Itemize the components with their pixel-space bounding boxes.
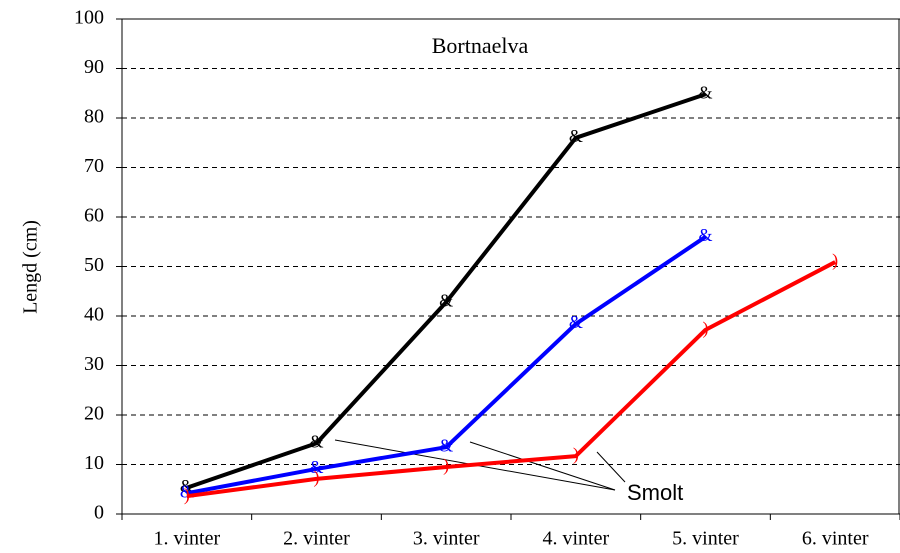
y-tick-label: 60: [84, 205, 104, 227]
point-marker: ): [573, 444, 579, 465]
point-marker: ): [314, 467, 320, 488]
x-tick-label: 6. vinter: [802, 528, 869, 550]
y-axis-label: Lengd (cm): [20, 220, 42, 314]
y-tick-label: 50: [84, 254, 104, 276]
point-marker: &: [439, 290, 453, 310]
x-tick-label: 4. vinter: [543, 528, 610, 550]
point-marker: &: [309, 457, 323, 477]
y-tick-label: 80: [84, 106, 104, 128]
y-tick-label: 70: [84, 155, 104, 177]
series-line: [186, 260, 837, 499]
point-marker: &: [569, 126, 583, 146]
y-tick-label: 100: [74, 7, 104, 29]
point-marker: &: [309, 431, 323, 451]
y-tick-label: 0: [94, 502, 104, 524]
pointer-line: [596, 451, 626, 483]
x-tick-label: 2. vinter: [283, 528, 350, 550]
point-marker: ): [703, 318, 709, 339]
y-tick-label: 20: [84, 403, 104, 425]
chart-title: Bortnaelva: [432, 33, 529, 58]
pointer-line: [469, 441, 616, 491]
x-tick-label: 3. vinter: [413, 528, 480, 550]
point-marker: ): [832, 250, 838, 271]
series-line: [186, 235, 707, 496]
y-tick-label: 30: [84, 353, 104, 375]
series-line: [186, 92, 707, 490]
x-tick-label: 5. vinter: [672, 528, 739, 550]
point-marker: ): [443, 455, 449, 476]
point-marker: &: [569, 312, 583, 332]
point-marker: ): [184, 484, 190, 505]
y-tick-label: 40: [84, 304, 104, 326]
point-marker: &: [698, 225, 712, 245]
y-tick-label: 90: [84, 56, 104, 78]
annotation: Smolt: [627, 480, 683, 505]
x-tick-label: 1. vinter: [154, 528, 221, 550]
point-marker: &: [698, 82, 712, 102]
point-marker: &: [439, 435, 453, 455]
y-tick-label: 10: [84, 452, 104, 474]
